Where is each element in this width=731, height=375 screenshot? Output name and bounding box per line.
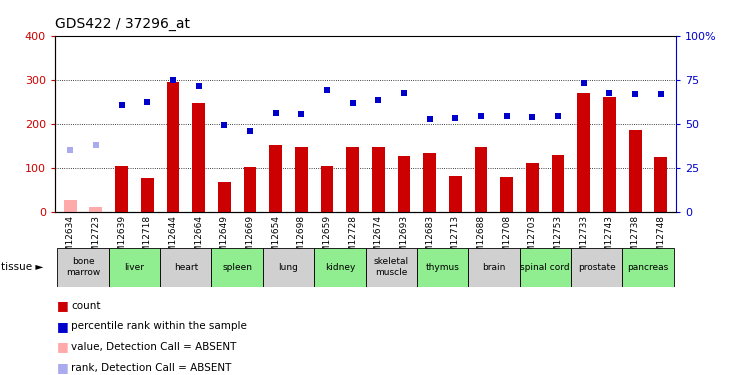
Bar — [192, 103, 205, 212]
Bar — [160, 248, 211, 287]
Bar — [295, 147, 308, 212]
Bar — [526, 164, 539, 212]
Text: heart: heart — [174, 262, 198, 272]
Bar — [571, 248, 622, 287]
Bar — [269, 145, 282, 212]
Bar — [398, 156, 410, 212]
Text: liver: liver — [124, 262, 145, 272]
Text: count: count — [71, 301, 100, 310]
Text: percentile rank within the sample: percentile rank within the sample — [71, 321, 247, 331]
Bar — [552, 156, 564, 212]
Bar — [115, 166, 128, 212]
Text: GDS422 / 37296_at: GDS422 / 37296_at — [55, 17, 190, 31]
Bar — [468, 248, 520, 287]
Bar — [417, 248, 468, 287]
Text: brain: brain — [482, 262, 506, 272]
Bar — [167, 82, 179, 212]
Text: spinal cord: spinal cord — [520, 262, 570, 272]
Bar — [577, 93, 590, 212]
Text: ■: ■ — [57, 299, 69, 312]
Text: ■: ■ — [57, 320, 69, 333]
Text: kidney: kidney — [325, 262, 355, 272]
Bar — [654, 157, 667, 212]
Bar — [366, 248, 417, 287]
Bar — [449, 176, 462, 212]
Text: value, Detection Call = ABSENT: value, Detection Call = ABSENT — [71, 342, 236, 352]
Text: ■: ■ — [57, 340, 69, 353]
Bar — [423, 153, 436, 212]
Text: thymus: thymus — [425, 262, 460, 272]
Bar — [372, 147, 385, 212]
Bar — [603, 98, 616, 212]
Text: pancreas: pancreas — [627, 262, 669, 272]
Text: bone
marrow: bone marrow — [66, 258, 100, 277]
Text: rank, Detection Call = ABSENT: rank, Detection Call = ABSENT — [71, 363, 231, 372]
Bar — [314, 248, 366, 287]
Bar — [89, 207, 102, 212]
Text: lung: lung — [279, 262, 298, 272]
Bar — [58, 248, 109, 287]
Bar — [629, 130, 642, 212]
Bar — [263, 248, 314, 287]
Bar — [520, 248, 571, 287]
Bar — [346, 147, 359, 212]
Bar — [321, 166, 333, 212]
Bar — [243, 167, 257, 212]
Text: tissue ►: tissue ► — [1, 262, 44, 272]
Bar — [141, 177, 154, 212]
Bar — [474, 147, 488, 212]
Text: spleen: spleen — [222, 262, 252, 272]
Text: ■: ■ — [57, 361, 69, 374]
Bar — [109, 248, 160, 287]
Bar — [500, 177, 513, 212]
Bar — [211, 248, 263, 287]
Bar — [64, 200, 77, 212]
Bar — [622, 248, 673, 287]
Text: prostate: prostate — [577, 262, 616, 272]
Text: skeletal
muscle: skeletal muscle — [374, 258, 409, 277]
Bar — [218, 182, 231, 212]
